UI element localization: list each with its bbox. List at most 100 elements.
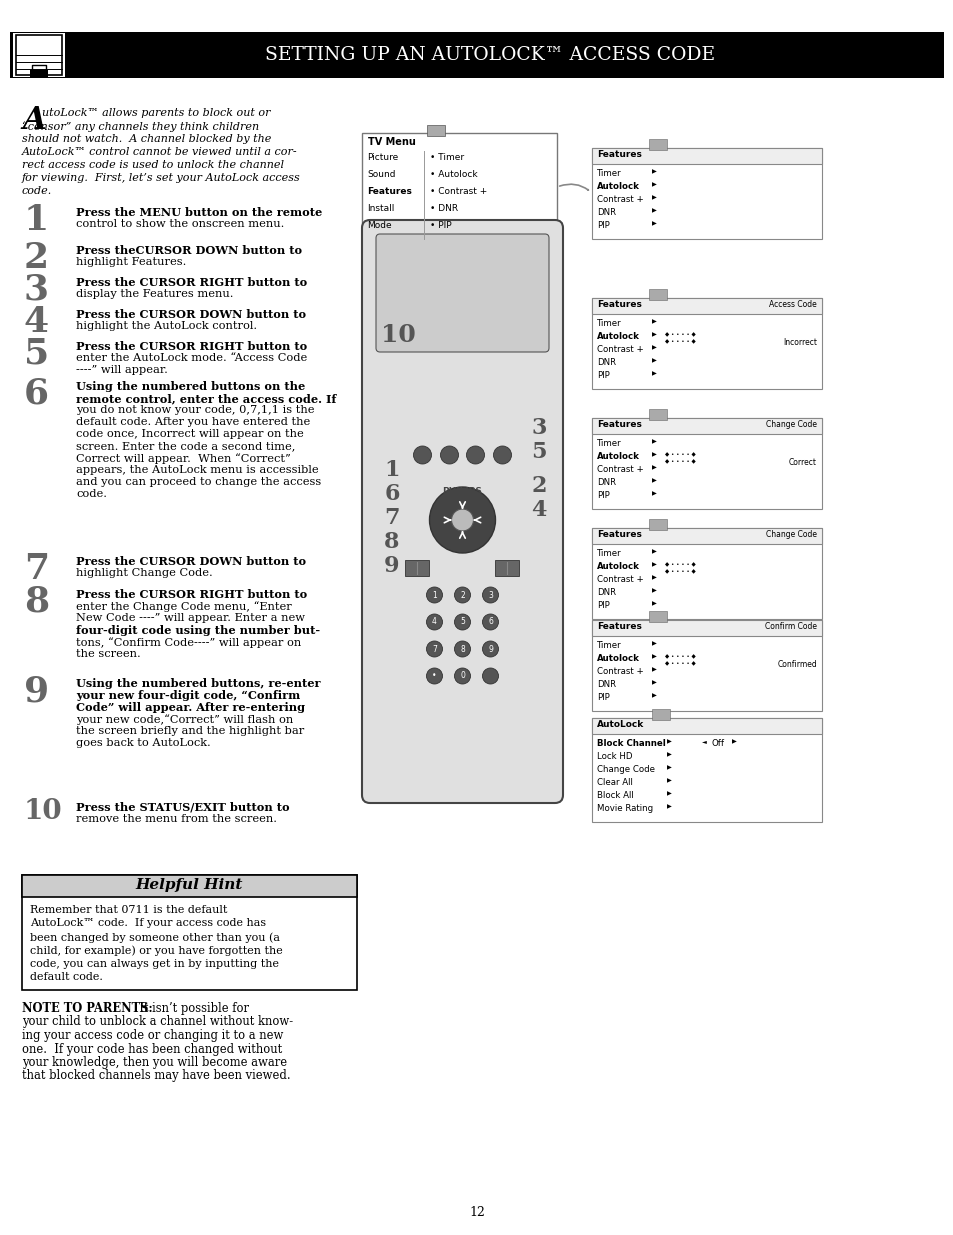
Text: ▶: ▶ <box>651 550 656 555</box>
Text: Autolock: Autolock <box>597 452 639 461</box>
Text: ◆ • • • • ◆: ◆ • • • • ◆ <box>664 338 695 345</box>
Bar <box>427 125 444 136</box>
Text: 9: 9 <box>24 674 49 708</box>
Bar <box>10 32 943 78</box>
Text: ▶: ▶ <box>651 221 656 226</box>
Text: should not watch.  A channel blocked by the: should not watch. A channel blocked by t… <box>22 135 271 144</box>
Text: ▶: ▶ <box>651 438 656 445</box>
Text: Code” will appear. After re-entering: Code” will appear. After re-entering <box>76 701 305 713</box>
Text: ▶: ▶ <box>651 492 656 496</box>
Circle shape <box>482 668 498 684</box>
Text: tons, “Confirm Code----” will appear on: tons, “Confirm Code----” will appear on <box>76 637 301 648</box>
Text: ▶: ▶ <box>651 319 656 324</box>
Text: 7: 7 <box>384 508 399 529</box>
Bar <box>592 718 821 734</box>
Text: ▶: ▶ <box>651 358 656 363</box>
Text: ◆ • • • • ◆: ◆ • • • • ◆ <box>664 459 695 464</box>
Text: your new four-digit code, “Confirm: your new four-digit code, “Confirm <box>76 690 300 701</box>
Text: It isn’t possible for: It isn’t possible for <box>132 1002 249 1015</box>
Text: 5: 5 <box>459 618 464 626</box>
Text: 8: 8 <box>24 585 49 619</box>
Text: •: • <box>432 672 436 680</box>
Text: ▶: ▶ <box>651 207 656 212</box>
Text: Contrast +: Contrast + <box>597 667 643 676</box>
Circle shape <box>426 641 442 657</box>
Text: PIP: PIP <box>597 370 609 380</box>
Text: 2: 2 <box>24 241 49 275</box>
Text: DNR: DNR <box>597 680 616 689</box>
Text: Press theCURSOR DOWN button to: Press theCURSOR DOWN button to <box>76 245 302 256</box>
Text: Features: Features <box>597 149 641 159</box>
Bar <box>592 148 821 240</box>
Text: ▶: ▶ <box>651 452 656 457</box>
Circle shape <box>454 668 470 684</box>
Text: Features: Features <box>367 186 412 196</box>
Text: appears, the AutoLock menu is accessible: appears, the AutoLock menu is accessible <box>76 466 318 475</box>
Text: 6: 6 <box>24 377 49 411</box>
Text: Install: Install <box>367 204 394 212</box>
Circle shape <box>454 587 470 603</box>
Text: 12: 12 <box>469 1207 484 1219</box>
Text: code, you can always get in by inputting the: code, you can always get in by inputting… <box>30 960 278 969</box>
Circle shape <box>426 587 442 603</box>
Bar <box>592 529 821 619</box>
Text: ◆ • • • • ◆: ◆ • • • • ◆ <box>664 562 695 567</box>
Text: Autolock: Autolock <box>597 655 639 663</box>
Text: code once, Incorrect will appear on the: code once, Incorrect will appear on the <box>76 429 303 438</box>
Text: Block All: Block All <box>597 790 633 800</box>
Text: ▶: ▶ <box>651 641 656 646</box>
Circle shape <box>454 614 470 630</box>
Text: ◆ • • • • ◆: ◆ • • • • ◆ <box>664 655 695 659</box>
Text: remote control, enter the access code. If: remote control, enter the access code. I… <box>76 393 336 404</box>
Text: 4: 4 <box>24 305 49 338</box>
Text: ◄: ◄ <box>701 739 706 743</box>
Text: Picture: Picture <box>367 153 397 162</box>
Text: ◆ • • • • ◆: ◆ • • • • ◆ <box>664 332 695 337</box>
Text: ▶: ▶ <box>651 576 656 580</box>
Text: 7: 7 <box>432 645 436 653</box>
Text: goes back to AutoLock.: goes back to AutoLock. <box>76 739 211 748</box>
Text: ▶: ▶ <box>666 804 671 809</box>
Text: 3: 3 <box>24 273 49 308</box>
FancyArrowPatch shape <box>559 184 588 190</box>
Text: ▶: ▶ <box>651 478 656 483</box>
Text: Features: Features <box>597 420 641 429</box>
Bar <box>13 33 65 77</box>
Text: Press the CURSOR RIGHT button to: Press the CURSOR RIGHT button to <box>76 277 307 288</box>
Bar <box>592 417 821 509</box>
Text: Features: Features <box>597 530 641 538</box>
Text: ▶: ▶ <box>666 764 671 769</box>
Text: Timer: Timer <box>597 550 621 558</box>
Text: 0: 0 <box>459 672 464 680</box>
Text: Remember that 0711 is the default: Remember that 0711 is the default <box>30 905 227 915</box>
Text: • Autolock: • Autolock <box>430 170 477 179</box>
Text: 4: 4 <box>531 499 546 521</box>
Text: ▶: ▶ <box>666 790 671 797</box>
Text: Autolock: Autolock <box>597 182 639 191</box>
Text: Timer: Timer <box>597 641 621 650</box>
Text: and you can proceed to change the access: and you can proceed to change the access <box>76 477 321 487</box>
Text: ◆ • • • • ◆: ◆ • • • • ◆ <box>664 661 695 666</box>
Circle shape <box>426 614 442 630</box>
Text: DNR: DNR <box>597 207 616 217</box>
Circle shape <box>429 487 495 553</box>
Text: your new code,“Correct” will flash on: your new code,“Correct” will flash on <box>76 714 293 725</box>
Text: ▶: ▶ <box>651 562 656 567</box>
Text: Press the STATUS/EXIT button to: Press the STATUS/EXIT button to <box>76 802 290 813</box>
Text: Contrast +: Contrast + <box>597 195 643 204</box>
Circle shape <box>426 668 442 684</box>
Text: 8: 8 <box>384 531 399 553</box>
Text: TV Menu: TV Menu <box>368 137 416 147</box>
Bar <box>648 409 666 420</box>
Text: Features: Features <box>597 300 641 309</box>
Text: ▶: ▶ <box>666 752 671 757</box>
Text: highlight the AutoLock control.: highlight the AutoLock control. <box>76 321 257 331</box>
Text: ----” will appear.: ----” will appear. <box>76 366 168 375</box>
Text: 8: 8 <box>459 645 464 653</box>
Text: ▶: ▶ <box>651 588 656 593</box>
Text: the screen briefly and the highlight bar: the screen briefly and the highlight bar <box>76 726 304 736</box>
Text: Timer: Timer <box>597 438 621 448</box>
Text: been changed by someone other than you (a: been changed by someone other than you (… <box>30 932 280 942</box>
Circle shape <box>440 446 458 464</box>
Text: PIP: PIP <box>597 221 609 230</box>
